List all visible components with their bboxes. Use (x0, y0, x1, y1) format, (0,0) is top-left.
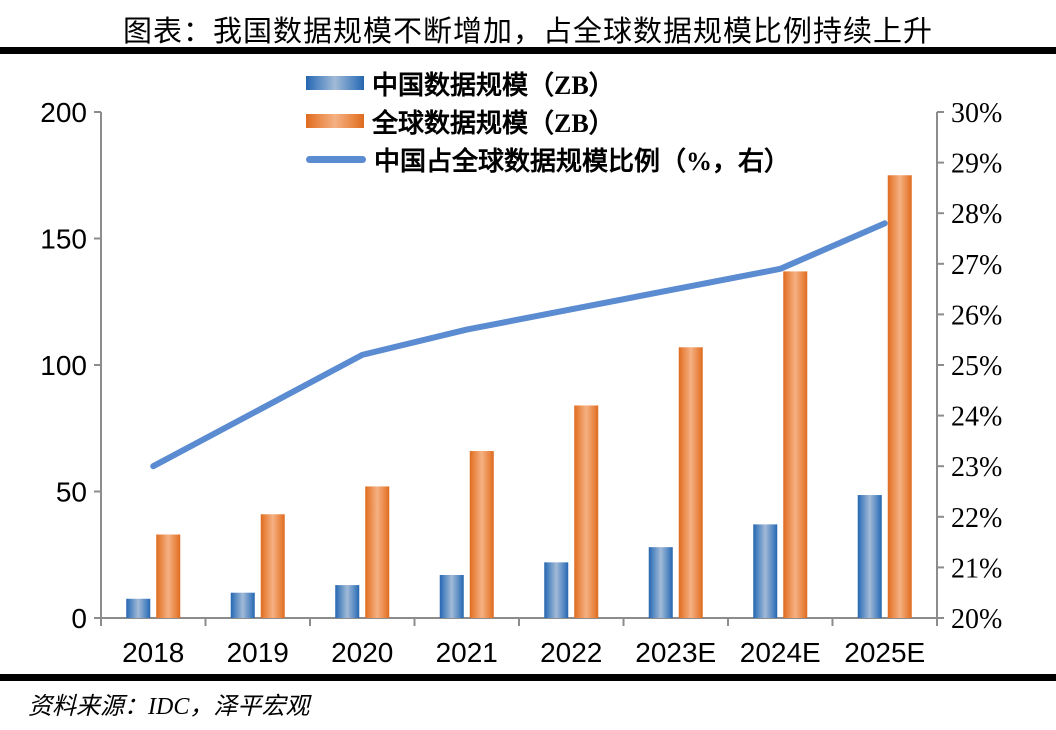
bar-china-2018 (126, 598, 151, 618)
bar-china-2021 (439, 574, 464, 618)
legend-label-ratio: 中国占全球数据规模比例（%，右） (374, 146, 791, 176)
x-axis-category-label: 2020 (331, 637, 393, 668)
right-axis-labels: 20% 21% 22% 23% 24% 25% 26% 27% 28% 29% 30% (937, 98, 1002, 635)
legend-label-global: 全球数据规模（ZB） (372, 108, 615, 138)
x-axis-category-label: 2019 (227, 637, 289, 668)
right-axis-tick-label: 24% (951, 402, 1002, 433)
right-axis-tick-label: 21% (951, 553, 1002, 584)
bar-global-2024E (783, 271, 808, 618)
chart-legend: 中国数据规模（ZB） 全球数据规模（ZB） 中国占全球数据规模比例（%，右） (306, 64, 790, 178)
left-axis-tick-label: 50 (56, 477, 87, 508)
right-axis-tick-label: 26% (951, 300, 1002, 331)
x-axis-category-label: 2018 (122, 637, 184, 668)
legend-item-china-bars: 中国数据规模（ZB） (306, 64, 790, 102)
bar-global-2025E (887, 175, 912, 618)
chart-title: 图表：我国数据规模不断增加，占全球数据规模比例持续上升 (122, 16, 933, 48)
bar-china-2019 (230, 592, 255, 618)
bar-china-2022 (544, 562, 569, 618)
source-note: 资料来源：IDC，泽平宏观 (28, 694, 310, 720)
x-axis-category-label: 2025E (844, 637, 925, 668)
bar-series (126, 175, 912, 618)
right-axis-tick-label: 25% (951, 351, 1002, 382)
bar-global-2022 (574, 405, 599, 618)
right-axis-tick-label: 20% (951, 604, 1002, 635)
legend-swatch-ratio-line (306, 155, 366, 163)
bar-china-2023E (648, 547, 673, 618)
left-axis-labels: 0 50 100 150 200 (40, 97, 101, 634)
bar-china-2025E (857, 495, 882, 618)
divider-bottom (0, 674, 1056, 681)
x-axis-category-label: 2024E (740, 637, 821, 668)
left-axis-tick-label: 150 (40, 224, 87, 255)
bar-global-2018 (156, 534, 181, 618)
right-axis-tick-label: 29% (951, 149, 1002, 180)
right-axis-tick-label: 22% (951, 503, 1002, 534)
right-axis-tick-label: 27% (951, 250, 1002, 281)
left-axis-tick-label: 200 (40, 97, 87, 128)
right-axis-tick-label: 28% (951, 199, 1002, 230)
x-axis-category-label: 2023E (635, 637, 716, 668)
legend-item-ratio-line: 中国占全球数据规模比例（%，右） (306, 140, 790, 178)
x-axis-labels: 2018 2019 2020 2021 2022 2023E 2024E 2025E (100, 618, 938, 668)
x-axis-category-label: 2021 (436, 637, 498, 668)
ratio-line (150, 220, 888, 470)
bar-global-2020 (365, 486, 390, 618)
x-axis-category-label: 2022 (540, 637, 602, 668)
bar-global-2021 (469, 451, 494, 618)
bar-global-2019 (260, 514, 285, 618)
legend-swatch-china (306, 76, 364, 90)
left-axis-tick-label: 100 (40, 350, 87, 381)
bar-china-2020 (335, 585, 360, 618)
legend-item-global-bars: 全球数据规模（ZB） (306, 102, 790, 140)
legend-label-china: 中国数据规模（ZB） (372, 70, 615, 100)
bar-china-2024E (753, 524, 778, 618)
bar-global-2023E (678, 347, 703, 618)
left-axis-tick-label: 0 (71, 603, 87, 634)
right-axis-tick-label: 23% (951, 452, 1002, 483)
right-axis-tick-label: 30% (951, 98, 1002, 129)
divider-top (0, 47, 1056, 54)
legend-swatch-global (306, 114, 364, 128)
